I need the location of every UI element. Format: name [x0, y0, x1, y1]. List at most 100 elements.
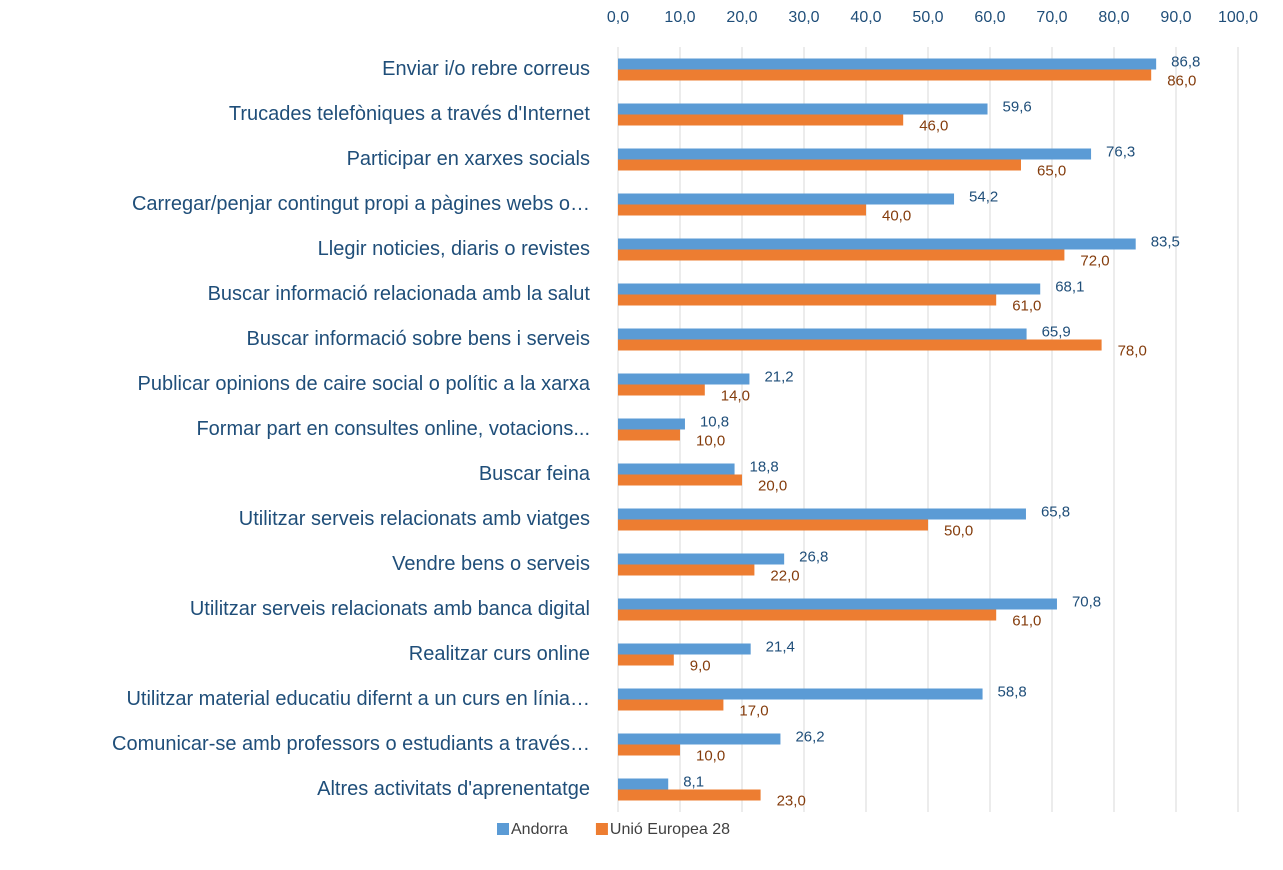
- x-tick-label: 10,0: [664, 9, 695, 26]
- bar: [618, 553, 785, 565]
- data-label: 61,0: [1012, 297, 1041, 314]
- data-label: 83,5: [1151, 233, 1180, 250]
- bar: [618, 789, 761, 801]
- x-tick-label: 50,0: [912, 9, 943, 26]
- data-label: 21,4: [766, 638, 795, 655]
- bar: [618, 249, 1065, 261]
- bar: [618, 733, 781, 745]
- legend-swatch: [595, 823, 608, 835]
- bar: [618, 58, 1157, 70]
- data-label: 40,0: [882, 207, 911, 224]
- y-tick-label: Publicar opinions de caire social o polí…: [138, 373, 591, 395]
- data-label: 26,8: [799, 548, 828, 565]
- legend-label: Andorra: [511, 821, 568, 838]
- bar: [618, 474, 742, 486]
- data-label: 10,8: [700, 413, 729, 430]
- x-tick-label: 90,0: [1160, 9, 1191, 26]
- data-label: 8,1: [683, 773, 704, 790]
- bar: [618, 609, 997, 621]
- bar: [618, 103, 988, 115]
- bar: [618, 328, 1027, 340]
- x-tick-label: 40,0: [850, 9, 881, 26]
- data-label: 9,0: [690, 657, 711, 674]
- data-label: 20,0: [758, 477, 787, 494]
- bar: [618, 193, 955, 205]
- data-label: 23,0: [777, 792, 806, 809]
- bar: [618, 294, 997, 306]
- bar: [618, 204, 866, 216]
- bar: [618, 148, 1092, 160]
- bar: [618, 69, 1152, 81]
- data-label: 22,0: [770, 567, 799, 584]
- data-label: 26,2: [795, 728, 824, 745]
- x-tick-label: 60,0: [974, 9, 1005, 26]
- y-tick-label: Vendre bens o serveis: [392, 553, 590, 575]
- x-tick-label: 20,0: [726, 9, 757, 26]
- y-tick-label: Participar en xarxes socials: [347, 148, 590, 170]
- bar: [618, 463, 735, 475]
- data-label: 65,9: [1042, 323, 1071, 340]
- y-tick-label: Utilitzar material educatiu difernt a un…: [126, 688, 590, 710]
- bar: [618, 643, 751, 655]
- data-label: 65,8: [1041, 503, 1070, 520]
- y-tick-label: Buscar feina: [479, 463, 591, 485]
- data-label: 78,0: [1118, 342, 1147, 359]
- data-label: 68,1: [1055, 278, 1084, 295]
- bar: [618, 283, 1041, 295]
- x-tick-label: 100,0: [1218, 9, 1258, 26]
- data-label: 72,0: [1080, 252, 1109, 269]
- data-label: 46,0: [919, 117, 948, 134]
- bar: [618, 418, 685, 430]
- data-label: 70,8: [1072, 593, 1101, 610]
- y-tick-label: Buscar informació relacionada amb la sal…: [208, 283, 591, 305]
- y-tick-label: Comunicar-se amb professors o estudiants…: [112, 733, 590, 755]
- data-label: 86,0: [1167, 72, 1196, 89]
- y-tick-label: Enviar i/o rebre correus: [382, 58, 590, 80]
- y-tick-label: Utilitzar serveis relacionats amb banca …: [190, 598, 590, 620]
- y-tick-label: Trucades telefòniques a través d'Interne…: [229, 103, 591, 125]
- data-label: 10,0: [696, 747, 725, 764]
- legend-swatch: [497, 823, 509, 835]
- legend-label: Unió Europea 28: [610, 821, 730, 838]
- bar: [618, 238, 1136, 250]
- data-label: 10,0: [696, 432, 725, 449]
- y-tick-label: Llegir noticies, diaris o revistes: [318, 238, 590, 260]
- bar: [618, 114, 904, 126]
- data-label: 18,8: [750, 458, 779, 475]
- x-tick-label: 30,0: [788, 9, 819, 26]
- data-label: 21,2: [764, 368, 793, 385]
- bar: [618, 699, 724, 711]
- y-tick-label: Realitzar curs online: [409, 643, 590, 665]
- data-label: 65,0: [1037, 162, 1066, 179]
- data-label: 14,0: [721, 387, 750, 404]
- bar: [618, 744, 680, 756]
- bar: [618, 654, 674, 666]
- data-label: 17,0: [739, 702, 768, 719]
- data-label: 76,3: [1106, 143, 1135, 160]
- y-tick-label: Utilitzar serveis relacionats amb viatge…: [239, 508, 590, 530]
- bar: [618, 373, 750, 385]
- x-tick-label: 80,0: [1098, 9, 1129, 26]
- bar: [618, 564, 755, 576]
- data-label: 58,8: [998, 683, 1027, 700]
- x-tick-label: 70,0: [1036, 9, 1067, 26]
- y-tick-label: Buscar informació sobre bens i serveis: [247, 328, 590, 350]
- data-label: 86,8: [1171, 53, 1200, 70]
- bar: [618, 688, 983, 700]
- bar: [618, 339, 1102, 351]
- data-label: 54,2: [969, 188, 998, 205]
- bar: [618, 429, 680, 441]
- y-tick-label: Formar part en consultes online, votacio…: [196, 418, 590, 440]
- data-label: 61,0: [1012, 612, 1041, 629]
- bar: [618, 159, 1021, 171]
- x-tick-label: 0,0: [607, 9, 629, 26]
- bar: [618, 384, 705, 396]
- data-label: 50,0: [944, 522, 973, 539]
- bar: [618, 778, 669, 790]
- y-tick-label: Carregar/penjar contingut propi a pàgine…: [132, 193, 590, 215]
- data-label: 59,6: [1003, 98, 1032, 115]
- bar: [618, 598, 1057, 610]
- bar: [618, 508, 1026, 520]
- y-tick-label: Altres activitats d'aprenentatge: [317, 778, 590, 800]
